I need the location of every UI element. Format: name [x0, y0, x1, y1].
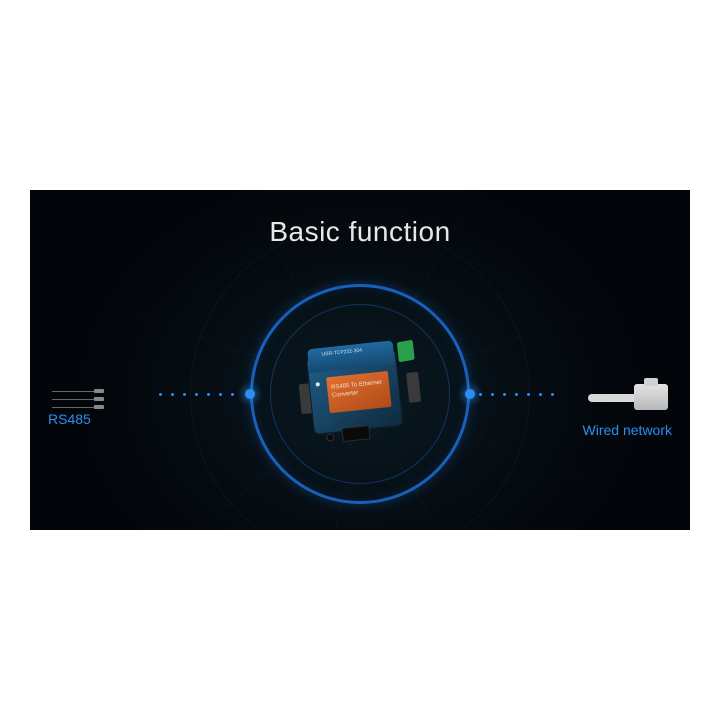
connector-dots-left: [155, 394, 245, 396]
device-image: USR-TCP232-304 RS485 To Ethernet Convert…: [295, 338, 425, 450]
wired-network-label: Wired network: [583, 422, 672, 438]
device-desc-line2: Converter: [332, 390, 359, 399]
device-orange-label: RS485 To Ethernet Converter: [326, 371, 391, 413]
ethernet-rj45-clip: [644, 378, 658, 386]
product-diagram-canvas: Basic function: [0, 0, 720, 720]
device-power-jack: [326, 433, 335, 442]
device-terminal-block: [397, 340, 415, 363]
ethernet-rj45-body: [634, 384, 668, 410]
device-desc: RS485 To Ethernet Converter: [331, 380, 383, 401]
node-right: [465, 389, 475, 399]
ethernet-cable: [588, 394, 636, 402]
diagram-banner: Basic function: [30, 190, 690, 530]
rs485-label: RS485: [48, 411, 91, 427]
node-left: [245, 389, 255, 399]
connector-dots-right: [475, 394, 565, 396]
rs485-connector: RS485: [52, 387, 112, 413]
ethernet-plug-icon: [588, 380, 668, 416]
ethernet-connector: Wired network: [588, 380, 668, 416]
device-ethernet-port: [341, 425, 370, 442]
rs485-plug-icon: [52, 387, 112, 413]
device-model-label: USR-TCP232-304: [321, 348, 362, 358]
